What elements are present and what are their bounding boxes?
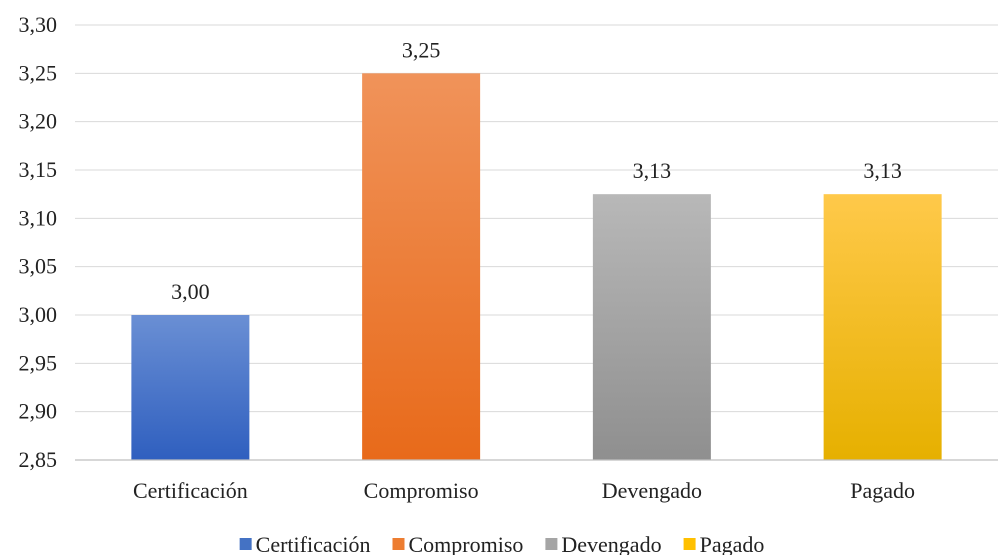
category-label: Devengado xyxy=(602,478,702,503)
bar-1 xyxy=(131,315,250,460)
bar-3 xyxy=(592,194,711,460)
y-axis-tick-labels: 2,85 2,90 2,95 3,00 3,05 3,10 3,15 3,20 3,25 3,30 xyxy=(19,12,58,472)
data-label: 3,00 xyxy=(171,279,210,304)
bar-4 xyxy=(823,194,942,460)
y-tick-label: 2,85 xyxy=(19,447,58,472)
bar-2 xyxy=(362,73,481,460)
data-label: 3,13 xyxy=(863,158,902,183)
legend-label: Devengado xyxy=(561,532,661,555)
legend: Certificación Compromiso Devengado Pagado xyxy=(239,532,765,555)
legend-label: Compromiso xyxy=(408,532,523,555)
y-tick-label: 3,30 xyxy=(19,12,58,37)
legend-swatch xyxy=(545,538,558,550)
legend-swatch xyxy=(239,538,252,550)
category-labels: Certificación Compromiso Devengado Pagado xyxy=(133,478,915,503)
legend-label: Certificación xyxy=(256,532,371,555)
category-label: Compromiso xyxy=(364,478,479,503)
category-label: Pagado xyxy=(850,478,915,503)
y-tick-label: 3,15 xyxy=(19,157,58,182)
data-labels: 3,00 3,25 3,13 3,13 xyxy=(171,37,902,304)
bars xyxy=(131,73,942,460)
data-label: 3,25 xyxy=(402,37,441,62)
y-tick-label: 3,25 xyxy=(19,60,58,85)
data-label: 3,13 xyxy=(633,158,672,183)
y-tick-label: 2,95 xyxy=(19,350,58,375)
category-label: Certificación xyxy=(133,478,248,503)
y-tick-label: 3,00 xyxy=(19,302,58,327)
y-tick-label: 3,05 xyxy=(19,254,58,279)
legend-swatch xyxy=(683,538,696,550)
y-tick-label: 2,90 xyxy=(19,399,58,424)
y-tick-label: 3,20 xyxy=(19,109,58,134)
y-tick-label: 3,10 xyxy=(19,205,58,230)
legend-swatch xyxy=(392,538,405,550)
legend-label: Pagado xyxy=(700,532,765,555)
